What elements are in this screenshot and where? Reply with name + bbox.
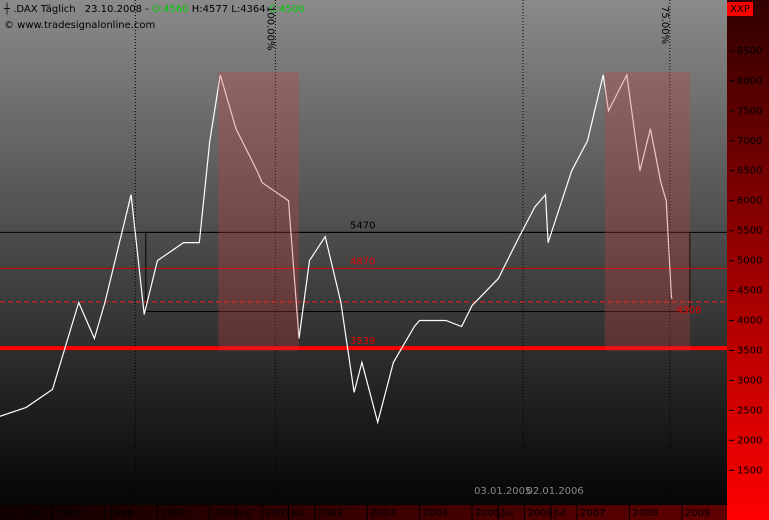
x-tick-label: Jul (238, 508, 251, 519)
x-tick-label: 1999 (160, 508, 185, 519)
x-tick-label: 2003 (370, 508, 395, 519)
x-tick-label: 2004 (423, 508, 448, 519)
copyright: © www.tradesignalonline.com (4, 20, 155, 31)
y-tick-label: 3000 (737, 375, 762, 386)
level-label: 5470 (350, 220, 375, 231)
x-tick-label: 1997 (55, 508, 80, 519)
header: ┼ .DAX Täglich 23.10.2008 - O:4560 H:457… (3, 2, 305, 15)
high: H:4577 (192, 4, 228, 15)
x-tick-label: 2006 (528, 508, 553, 519)
x-tick-label: 2009 (685, 508, 710, 519)
level-label: 4870 (350, 256, 375, 267)
low: L:4364 (231, 4, 265, 15)
y-tick-label: 3500 (737, 345, 762, 356)
y-axis-area (727, 0, 769, 520)
y-tick-label: 2000 (737, 435, 762, 446)
vertical-line-label: 100.00% (264, 6, 275, 51)
x-tick-label: 2001 (265, 508, 290, 519)
date: 23.10.2008 (85, 4, 142, 15)
shade (218, 71, 299, 351)
date-marker: 02.01.2006 (527, 486, 584, 497)
y-tick-label: 7000 (737, 136, 762, 147)
x-tick-label: Jul (290, 508, 303, 519)
y-tick-label: 6000 (737, 196, 762, 207)
x-axis-area (0, 505, 727, 520)
date-marker: 03.01.2005 (474, 486, 531, 497)
vertical-line-label: 75.00% (659, 6, 670, 44)
symbol: .DAX Täglich (13, 4, 75, 15)
level-label: 3539 (350, 336, 375, 347)
y-tick-label: 6500 (737, 166, 762, 177)
y-tick-label: 4000 (737, 315, 762, 326)
level-label: 4308 (676, 305, 701, 316)
y-tick-label: 8500 (737, 46, 762, 57)
open: O:4560 (152, 4, 189, 15)
x-tick-label: Jul (500, 508, 513, 519)
close: C:4500 (269, 4, 305, 15)
x-tick-label: 2005 (475, 508, 500, 519)
x-tick-label: Jul (553, 508, 566, 519)
corner-box (727, 2, 753, 16)
y-tick-label: 1500 (737, 465, 762, 476)
corner-label: XXP (730, 4, 750, 15)
x-tick-label: 2008 (632, 508, 657, 519)
x-tick-label: 2002 (318, 508, 343, 519)
x-tick-label: 2000 (213, 508, 238, 519)
y-tick-label: 8000 (737, 76, 762, 87)
y-tick-label: 2500 (737, 405, 762, 416)
shade (604, 71, 690, 351)
y-tick-label: 5500 (737, 226, 762, 237)
price-line (0, 72, 673, 425)
x-tick-label: 2007 (580, 508, 605, 519)
x-tick-label: Jul (28, 508, 41, 519)
x-tick-label: 1998 (108, 508, 133, 519)
y-tick-label: 5000 (737, 256, 762, 267)
plot-area (0, 0, 727, 505)
y-tick-label: 4500 (737, 286, 762, 297)
y-tick-label: 7500 (737, 106, 762, 117)
